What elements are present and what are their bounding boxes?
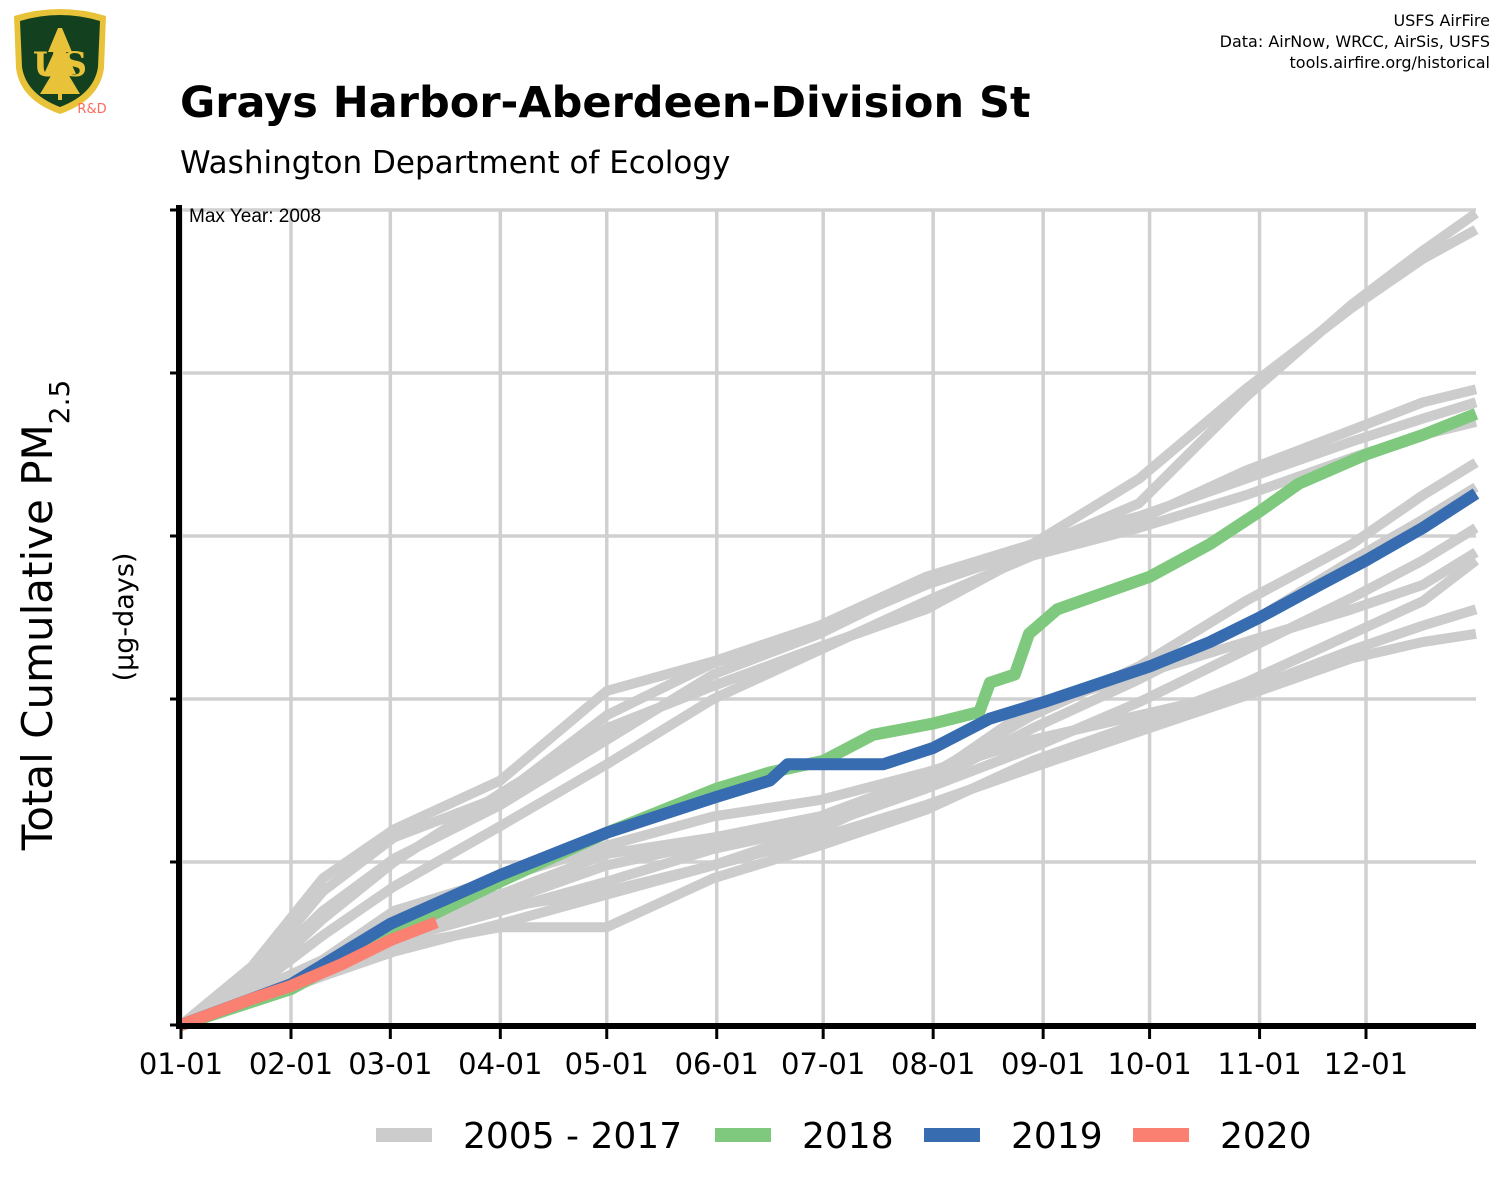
history-lines <box>177 209 1480 1030</box>
history-series-line <box>178 397 1478 1030</box>
x-tick-label: 10-01 <box>1107 1047 1191 1081</box>
x-tick-label: 01-01 <box>139 1047 223 1081</box>
axes <box>170 205 1476 1039</box>
y-axis-label: Total Cumulative PM2.5 <box>13 380 76 852</box>
x-tick-label: 05-01 <box>565 1047 649 1081</box>
series-line-2020 <box>178 916 439 1031</box>
logo-us-text: US <box>33 45 87 85</box>
series-line-2019 <box>178 488 1480 1031</box>
data-credits: USFS AirFire Data: AirNow, WRCC, AirSis,… <box>1220 10 1490 73</box>
legend-item-2019: 2019 <box>924 1116 1103 1157</box>
highlight-lines <box>178 408 1480 1031</box>
legend-item-2018: 2018 <box>715 1116 894 1157</box>
y-label-subscript: 2.5 <box>43 380 76 425</box>
legend-label: 2018 <box>802 1116 894 1157</box>
svg-text:Total Cumulative PM2.5: Total Cumulative PM2.5 <box>13 380 76 852</box>
x-tick-label: 11-01 <box>1217 1047 1301 1081</box>
credit-line[interactable]: tools.airfire.org/historical <box>1289 53 1490 72</box>
legend-label: 2005 - 2017 <box>463 1116 682 1157</box>
chart-subtitle: Washington Department of Ecology <box>180 145 731 181</box>
x-tick-label: 07-01 <box>781 1047 865 1081</box>
credit-line: USFS AirFire <box>1393 11 1490 30</box>
x-tick-label: 08-01 <box>891 1047 975 1081</box>
x-tick-label: 12-01 <box>1324 1047 1408 1081</box>
x-tick-label: 03-01 <box>348 1047 432 1081</box>
legend-label: 2019 <box>1011 1116 1103 1157</box>
x-tick-label: 06-01 <box>675 1047 759 1081</box>
chart-title: Grays Harbor-Aberdeen-Division St <box>180 78 1031 128</box>
credit-line: Data: AirNow, WRCC, AirSis, USFS <box>1219 32 1490 51</box>
x-tick-label: 04-01 <box>458 1047 542 1081</box>
usfs-logo: US R&D <box>8 8 112 118</box>
legend-item-history: 2005 - 2017 <box>376 1116 682 1157</box>
logo-rd-tag: R&D <box>77 102 106 117</box>
legend-item-2020: 2020 <box>1133 1116 1312 1157</box>
legend: 2005 - 2017 2018 2019 2020 <box>376 1116 1312 1157</box>
y-axis-units: (µg-days) <box>109 553 140 682</box>
y-label-main: Total Cumulative PM <box>13 424 62 851</box>
x-tick-label: 02-01 <box>249 1047 333 1081</box>
max-year-annotation: Max Year: 2008 <box>189 206 321 227</box>
x-tick-labels: 01-01 02-01 03-01 04-01 05-01 06-01 07-01 08-01… <box>139 1047 1408 1081</box>
y-units-label: (µg-days) <box>109 553 140 682</box>
x-tick-label: 09-01 <box>1001 1047 1085 1081</box>
legend-label: 2020 <box>1220 1116 1312 1157</box>
